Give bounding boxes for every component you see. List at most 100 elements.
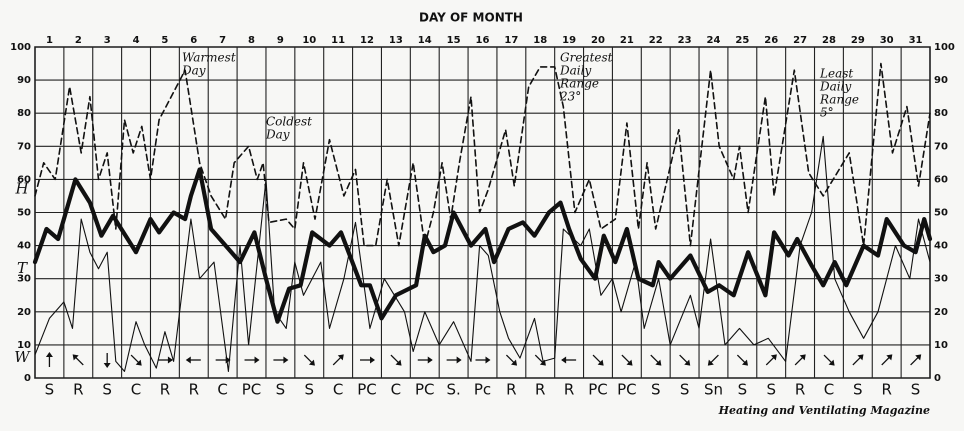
annotation: Greatest [560, 51, 613, 65]
condition-label: R [881, 381, 891, 399]
wind-arrow [130, 354, 142, 366]
x-tick-label: 24 [707, 35, 721, 46]
wind-arrow-head [395, 359, 402, 366]
x-tick-label: 16 [476, 35, 490, 46]
wind-arrow-head [511, 359, 518, 366]
x-tick-label: 8 [248, 35, 255, 46]
wind-arrow-head [655, 359, 662, 366]
condition-label: R [506, 381, 516, 399]
wind-arrow [852, 354, 864, 366]
wind-arrow [244, 356, 260, 364]
x-tick-label: 20 [591, 35, 605, 46]
y-tick-label: 30 [17, 274, 31, 285]
wind-arrow [910, 354, 922, 366]
wind-arrow [446, 356, 462, 364]
wind-arrow-head [684, 359, 691, 366]
series-label: H [14, 179, 29, 197]
wind-arrow-head [886, 354, 893, 361]
x-tick-label: 28 [822, 35, 836, 46]
y-tick-label-right: 70 [934, 141, 948, 152]
wind-arrow-head [828, 359, 835, 366]
x-tick-label: 2 [75, 35, 82, 46]
condition-label: S [102, 381, 112, 399]
x-tick-label: 17 [504, 35, 518, 46]
x-tick-label: 18 [533, 35, 547, 46]
wind-arrow-head [741, 359, 748, 366]
wind-arrow-head [427, 356, 433, 364]
wind-arrow-head [857, 354, 864, 361]
source-credit: Heating and Ventilating Magazine [718, 404, 930, 417]
wind-arrow-head [103, 363, 111, 368]
x-tick-label: 23 [678, 35, 692, 46]
wind-arrow [794, 354, 806, 366]
wind-arrow-head [283, 356, 289, 364]
series-line [34, 62, 931, 247]
condition-label: R [73, 381, 83, 399]
wind-arrow [505, 354, 518, 366]
x-tick-label: 6 [190, 35, 197, 46]
wind-arrow-head [456, 356, 462, 364]
condition-label: PC [617, 381, 637, 399]
y-tick-label-right: 30 [934, 274, 948, 285]
x-tick-label: 21 [620, 35, 634, 46]
condition-label: R [795, 381, 805, 399]
condition-label: S [651, 381, 661, 399]
condition-label: S [305, 381, 315, 399]
x-tick-label: 3 [104, 35, 111, 46]
y-tick-label-right: 40 [934, 241, 948, 252]
wind-arrow-head [626, 359, 633, 366]
y-tick-label-right: 100 [934, 42, 955, 53]
condition-label: Sn [704, 381, 723, 399]
y-tick-label-right: 0 [934, 373, 941, 384]
y-tick-label: 60 [17, 174, 31, 185]
x-tick-label: 7 [219, 35, 226, 46]
x-tick-label: 25 [735, 35, 749, 46]
x-axis-title: DAY OF MONTH [419, 11, 523, 25]
condition-label: R [564, 381, 574, 399]
annotation: Day [265, 128, 290, 142]
condition-label: PC [588, 381, 608, 399]
wind-arrow-head [561, 356, 567, 364]
x-tick-label: 9 [277, 35, 284, 46]
condition-label: R [535, 381, 545, 399]
y-tick-label: 70 [17, 141, 31, 152]
condition-label: PC [242, 381, 262, 399]
wind-arrow [157, 356, 173, 364]
wind-arrow [185, 356, 201, 364]
annotation: Daily [819, 80, 851, 94]
condition-label: S [45, 381, 55, 399]
x-tick-label: 11 [331, 35, 345, 46]
y-tick-label: 80 [17, 108, 31, 119]
condition-label: PC [415, 381, 435, 399]
condition-label: Pc [474, 381, 491, 399]
condition-label: C [824, 381, 834, 399]
y-tick-label-right: 80 [934, 108, 948, 119]
x-tick-label: 31 [909, 35, 923, 46]
wind-arrow [765, 354, 777, 366]
y-tick-label-right: 50 [934, 208, 948, 219]
wind-arrow [103, 353, 111, 368]
wind-arrow-head [707, 359, 714, 366]
condition-label: S [276, 381, 286, 399]
x-tick-label: 10 [302, 35, 316, 46]
wind-arrow-head [254, 356, 260, 364]
wind-arrow [881, 354, 893, 366]
wind-arrow [736, 354, 748, 366]
wind-arrow-head [770, 354, 777, 361]
wind-arrow [621, 354, 633, 366]
y-tick-label-right: 20 [934, 307, 948, 318]
x-tick-label: 4 [133, 35, 140, 46]
wind-arrow [475, 356, 491, 364]
series-label: T [17, 259, 28, 277]
wind-arrow [561, 356, 577, 364]
x-tick-label: 27 [793, 35, 807, 46]
condition-label: R [160, 381, 170, 399]
x-tick-label: 12 [360, 35, 374, 46]
annotation: Range [559, 77, 599, 91]
wind-arrow-head [167, 356, 173, 364]
wind-arrow-head [337, 354, 344, 361]
annotation: Range [819, 93, 859, 107]
wind-arrow-head [799, 354, 806, 361]
condition-label: S [766, 381, 776, 399]
